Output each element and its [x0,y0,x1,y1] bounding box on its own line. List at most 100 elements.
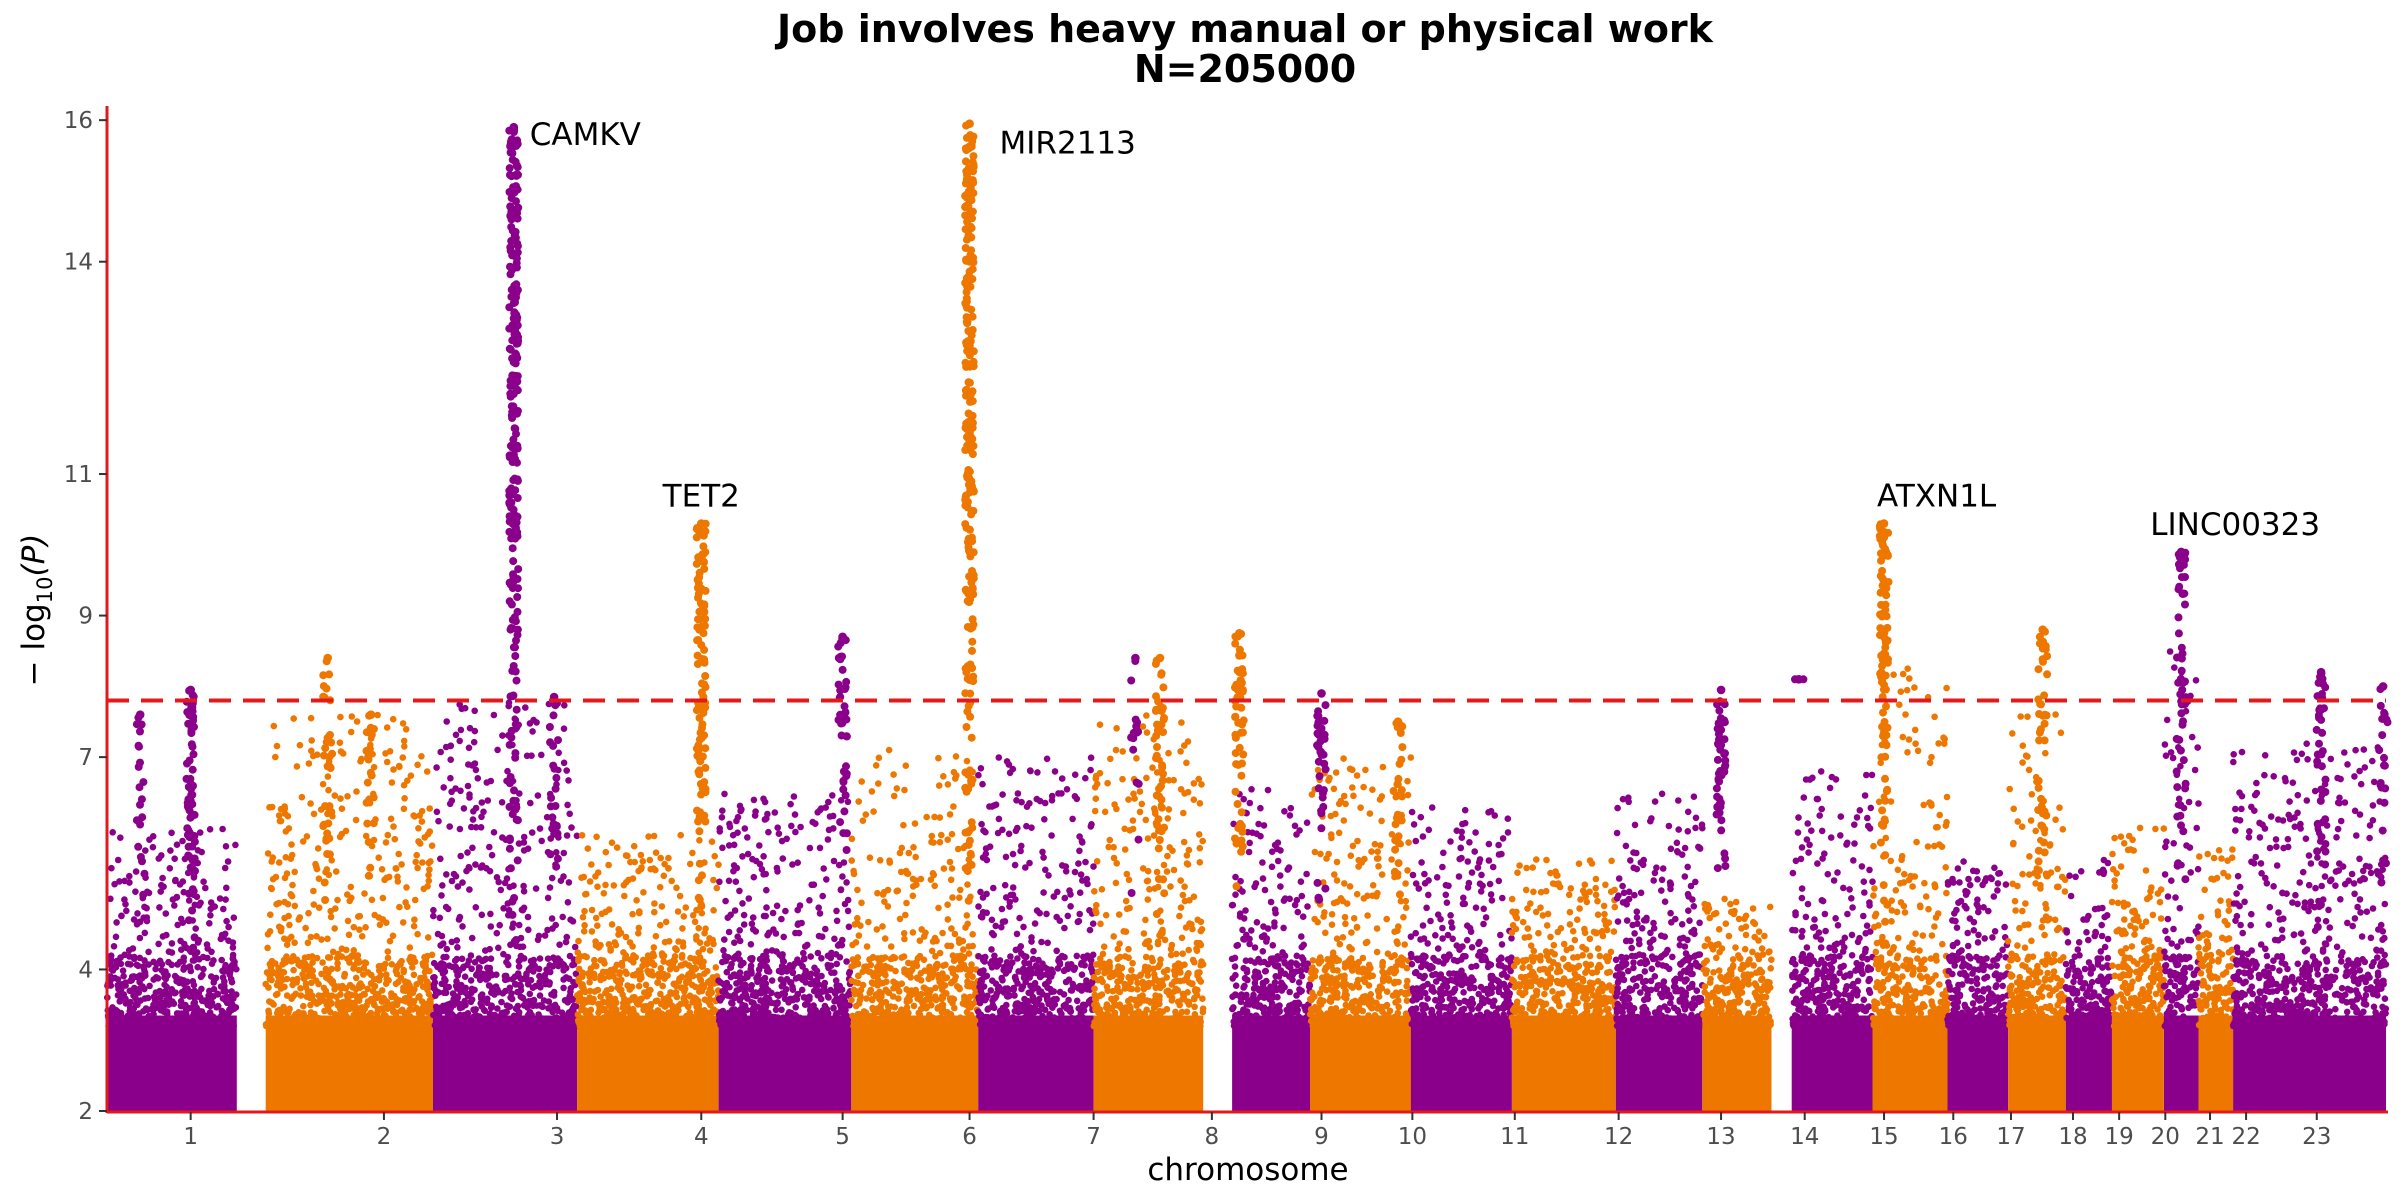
snp-point [195,989,203,996]
snp-point [1043,910,1050,918]
snp-point [1140,930,1148,937]
snp-point [1121,980,1128,988]
snp-point [1044,939,1051,947]
snp-point [410,971,418,979]
snp-point [339,750,347,757]
snp-point [710,907,717,914]
snp-point [833,907,840,915]
snp-point [161,981,168,988]
snp-point [396,1022,404,1030]
snp-point [494,986,501,993]
snp-point [930,839,937,846]
snp-point [264,944,271,952]
snp-point [564,801,571,809]
snp-point [1012,827,1020,835]
snp-point [221,982,228,989]
snp-point [893,785,901,792]
snp-point [1005,1021,1012,1028]
snp-point [564,1012,571,1019]
snp-point [692,965,700,972]
snp-point [885,989,893,997]
snp-point [498,1021,505,1029]
snp-point [583,953,590,961]
snp-point [150,1001,157,1009]
snp-point [134,910,141,917]
snp-point [418,818,426,825]
snp-point [868,996,876,1003]
snp-point [459,923,466,930]
snp-point [749,926,757,933]
snp-point [116,998,123,1005]
snp-point [719,844,726,852]
snp-point [883,1022,890,1030]
snp-point [906,1020,913,1028]
snp-point [546,981,553,988]
snp-point [565,777,572,784]
snp-point [191,994,198,1002]
snp-point [865,968,872,975]
snp-point [136,934,144,942]
snp-point [908,960,916,967]
snp-point [469,816,477,823]
snp-point [280,956,288,964]
snp-point [447,742,454,750]
snp-point [824,961,832,969]
snp-point [923,813,930,821]
snp-point [353,788,360,795]
snp-point [440,953,447,961]
snp-point [185,1015,193,1023]
snp-point [1148,1013,1156,1020]
snp-point [926,996,934,1004]
snp-point [995,754,1003,761]
snp-point [748,999,755,1006]
snp-point [181,986,189,993]
snp-point [510,1022,518,1030]
snp-point [325,786,332,794]
snp-point [112,964,120,971]
snp-point [291,939,298,946]
snp-point [675,938,682,945]
snp-point [938,831,945,839]
snp-point [734,933,741,940]
snp-point [720,947,727,954]
snp-point [326,1022,334,1030]
snp-point [232,841,239,849]
snp-point [1110,933,1117,940]
snp-point [324,935,331,943]
snp-point [158,881,165,889]
snp-point [1059,1014,1066,1022]
snp-point [1071,868,1079,876]
snp-point [673,884,680,892]
snp-point [430,981,438,989]
snp-point [1197,941,1205,949]
snp-point [1116,940,1123,947]
snp-point [1041,799,1049,807]
snp-point [695,1005,703,1012]
snp-point [590,995,597,1003]
chart-title-line-2: N=205000 [1134,47,1356,91]
snp-point [1128,975,1135,982]
snp-point [1039,848,1046,856]
snp-point [496,921,504,929]
snp-point [353,718,361,725]
snp-point [145,889,153,897]
snp-point [345,931,353,939]
snp-point [843,879,850,886]
snp-point [561,702,568,709]
snp-point [629,910,636,918]
snp-point [644,967,651,975]
snp-point [495,944,502,952]
snp-point [891,982,899,990]
snp-point [1047,985,1054,993]
snp-point [655,973,663,981]
snp-point [891,954,899,962]
snp-point [220,905,227,913]
snp-point [1151,971,1158,978]
snp-point [306,968,313,976]
snp-point [426,805,434,812]
snp-point [736,995,744,1003]
snp-point [520,847,528,854]
snp-point [770,926,777,933]
snp-point [1129,825,1137,833]
snp-point [626,939,634,946]
